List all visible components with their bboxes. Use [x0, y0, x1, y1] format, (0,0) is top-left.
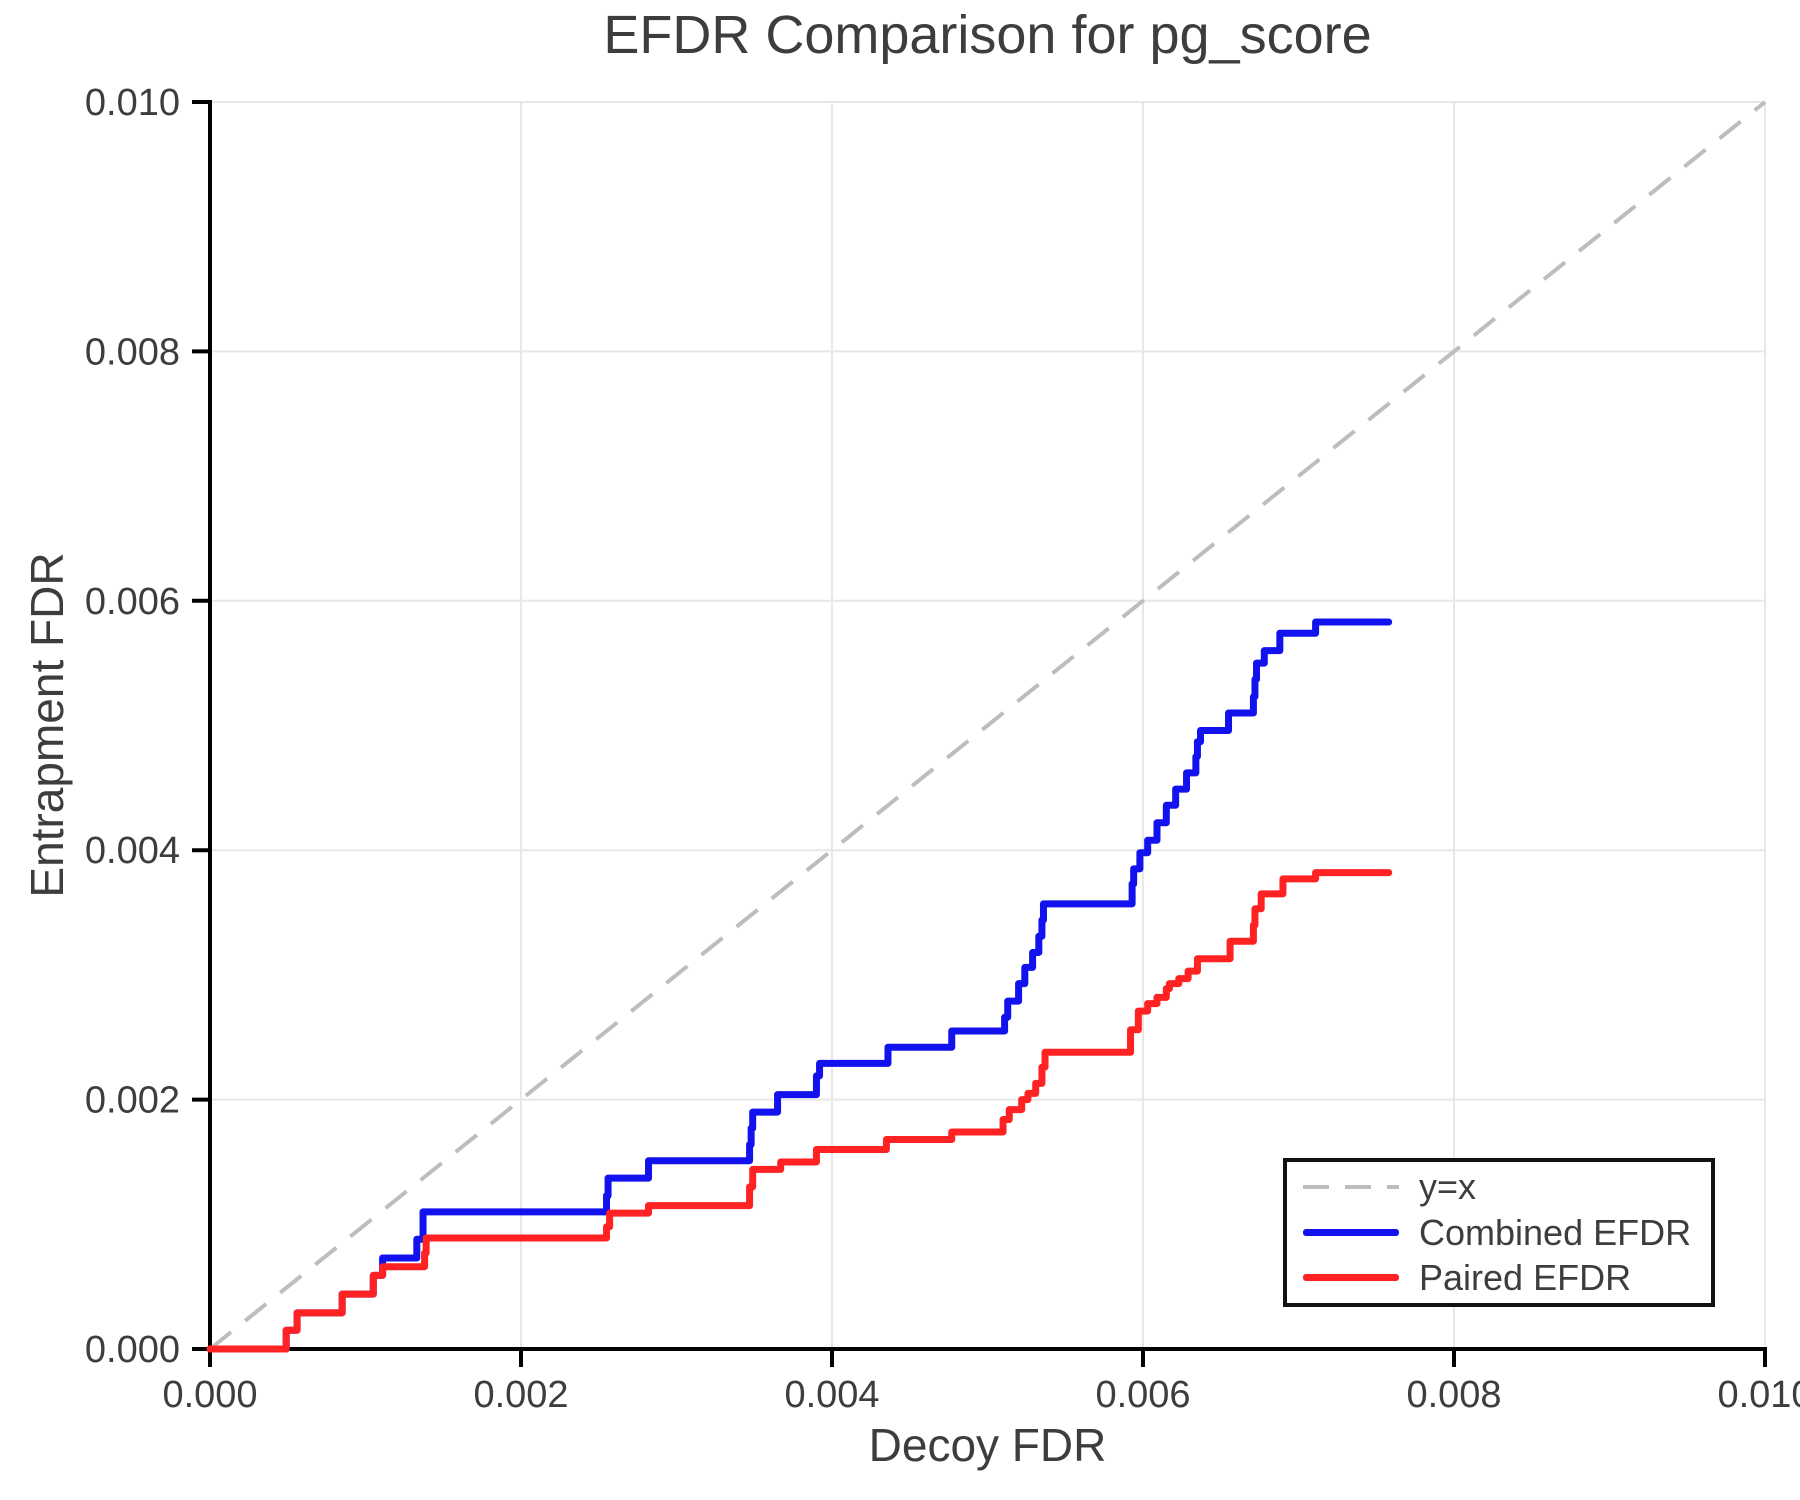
x-tick-label: 0.004 — [784, 1374, 879, 1416]
yx-dashed-line-swatch — [1303, 1185, 1399, 1190]
x-tick-label: 0.006 — [1095, 1374, 1190, 1416]
y-tick-label: 0.006 — [85, 581, 180, 623]
legend-item-combined-efdr: Combined EFDR — [1303, 1211, 1711, 1253]
y-tick-label: 0.000 — [85, 1329, 180, 1371]
x-tick-label: 0.002 — [473, 1374, 568, 1416]
y-tick-label: 0.008 — [85, 331, 180, 373]
x-tick-label: 0.008 — [1406, 1374, 1501, 1416]
x-tick-label: 0.000 — [162, 1374, 257, 1416]
y-tick-label: 0.004 — [85, 830, 180, 872]
legend: y=x Combined EFDR Paired EFDR — [1283, 1158, 1715, 1307]
chart-title: EFDR Comparison for pg_score — [603, 5, 1372, 65]
paired-efdr-line — [206, 869, 1393, 1353]
paired-efdr-line-swatch — [1303, 1274, 1399, 1282]
legend-item-yx: y=x — [1303, 1166, 1711, 1208]
legend-label-yx: y=x — [1419, 1166, 1477, 1208]
legend-item-paired-efdr: Paired EFDR — [1303, 1256, 1711, 1298]
yx-diagonal-line — [208, 100, 1767, 1351]
x-tick-label: 0.010 — [1717, 1374, 1800, 1416]
legend-label-combined-efdr: Combined EFDR — [1419, 1211, 1692, 1253]
combined-efdr-line-swatch — [1303, 1229, 1399, 1236]
y-tick-label: 0.010 — [85, 82, 180, 124]
y-tick-label: 0.002 — [85, 1080, 180, 1122]
combined-efdr-line — [206, 618, 1393, 1353]
x-axis-label: Decoy FDR — [868, 1419, 1107, 1471]
legend-label-paired-efdr: Paired EFDR — [1419, 1256, 1632, 1298]
